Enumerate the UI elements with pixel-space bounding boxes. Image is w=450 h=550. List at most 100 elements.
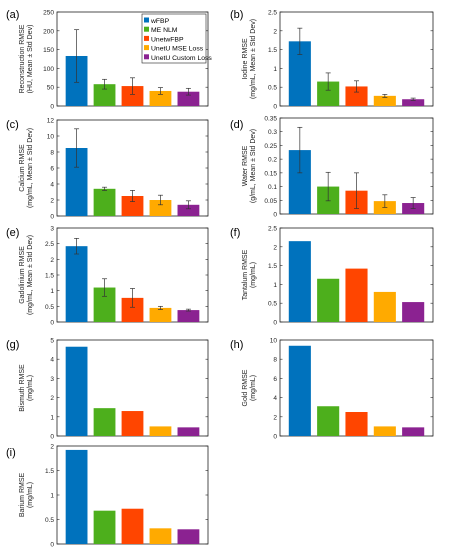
y-tick-label: 200: [43, 28, 54, 35]
bar-unetu-custom-loss: [177, 91, 200, 106]
y-tick-label: 1.5: [268, 263, 277, 270]
y-tick-label: 8: [273, 357, 277, 364]
y-tick-label: 2.5: [268, 10, 277, 17]
y-tick-label: 1: [50, 414, 54, 421]
y-tick-label: 6: [273, 376, 277, 383]
y-tick-label: 0: [50, 434, 54, 441]
y-axis-label: (g/mL, Mean ± Std Dev): [250, 129, 257, 203]
bar-wfbp: [288, 241, 311, 322]
bar-unetwfbp: [121, 297, 144, 322]
bar-unetwfbp: [121, 86, 144, 106]
y-tick-label: 150: [43, 47, 54, 54]
bar-unetu-mse-loss: [373, 95, 396, 106]
chart-panel-d: (d) 0 0.05 0.1 0.15 0.2 0.25 0.3 0.35 Water RMSE(…: [230, 116, 434, 219]
bar-unetu-custom-loss: [177, 427, 200, 436]
y-tick-label: 3: [50, 226, 54, 233]
chart-panel-h: (h) 0 2 4 6 8 10 Gold RMSE (mg/mL): [230, 338, 434, 441]
y-axis-label: (mg/mL, Mean ± Std Dev): [250, 19, 257, 99]
y-tick-label: 0.15: [264, 170, 277, 177]
y-tick-label: 1.5: [268, 47, 277, 54]
y-axis-label: Tantalum RMSE: [242, 249, 249, 300]
y-tick-label: 2.5: [268, 226, 277, 233]
legend: wFBP ME NLM UnetwFBP UnetU MSE Loss UnetU Cu…: [141, 13, 212, 64]
y-tick-label: 2.5: [45, 241, 54, 248]
y-tick-label: 5: [50, 338, 54, 345]
chart-panel-a: (a) 0 50 100 150 200 250 Reconstruction RMSE (HU…: [6, 9, 212, 111]
bar-wfbp: [65, 449, 88, 544]
y-tick-label: 0.25: [264, 143, 277, 150]
bar-unetu-custom-loss: [402, 427, 425, 436]
y-tick-label: 0: [273, 104, 277, 111]
y-tick-label: 50: [47, 85, 55, 92]
y-axis-label: (mg/mL): [27, 482, 34, 508]
y-axis-label: Barium RMSE: [19, 472, 26, 517]
y-tick-label: 0: [50, 214, 54, 221]
bar-unetwfbp: [345, 268, 368, 322]
bar-wfbp: [65, 148, 88, 216]
legend-swatch: [144, 35, 149, 41]
panel-label: (f): [230, 227, 240, 239]
y-tick-label: 1: [50, 493, 54, 500]
bar-unetu-mse-loss: [149, 90, 172, 106]
y-tick-label: 2: [273, 244, 277, 251]
y-axis-label: Bismuth RMSE: [19, 364, 26, 412]
y-tick-label: 4: [50, 357, 54, 364]
bar-unetu-custom-loss: [402, 302, 425, 322]
panel-label: (b): [230, 9, 243, 21]
chart-panel-b: (b) 0 0.5 1 1.5 2 2.5 Iodine RMSE (mg/mL, Mean ±…: [230, 9, 434, 111]
y-tick-label: 10: [47, 134, 55, 141]
bar-unetu-mse-loss: [373, 291, 396, 322]
legend-swatch: [144, 17, 149, 23]
y-tick-label: 4: [50, 182, 54, 189]
bar-unetu-mse-loss: [149, 426, 172, 436]
y-axis-label: (mg/mL, Mean ± Std Dev): [27, 235, 34, 315]
bar-wfbp: [288, 345, 311, 436]
y-tick-label: 250: [43, 10, 54, 17]
y-tick-label: 0: [273, 320, 277, 327]
legend-entry: UnetU Custom Loss: [151, 55, 212, 62]
panel-label: (h): [230, 339, 243, 351]
legend-entry: UnetwFBP: [151, 36, 184, 43]
y-tick-label: 0.35: [264, 116, 277, 123]
bar-wfbp: [288, 41, 311, 106]
y-axis-label: (mg/mL, Mean ± Std Dev): [27, 128, 34, 208]
bar-unetu-custom-loss: [402, 99, 425, 106]
legend-entry: UnetU MSE Loss: [151, 46, 204, 53]
chart-panel-f: (f) 0 0.5 1 1.5 2 2.5 Tantalum RMSE (mg/mL): [230, 226, 434, 327]
panel-label: (d): [230, 119, 243, 131]
y-tick-label: 6: [50, 166, 54, 173]
y-tick-label: 2: [273, 414, 277, 421]
y-tick-label: 3: [50, 376, 54, 383]
bar-unetu-mse-loss: [149, 307, 172, 322]
legend-swatch: [144, 45, 149, 51]
panel-label: (g): [6, 339, 19, 351]
y-tick-label: 0.1: [268, 184, 277, 191]
chart-panel-e: (e) 0 0.5 1 1.5 2 2.5 3 Gadolinium RMSE (mg/mL, M…: [6, 226, 209, 327]
bar-unetu-custom-loss: [177, 529, 200, 544]
y-tick-label: 0.5: [45, 517, 54, 524]
y-axis-label: Water RMSE: [242, 145, 249, 186]
y-axis-label: (mg/mL): [250, 262, 257, 288]
bar-unetwfbp: [121, 196, 144, 216]
y-tick-label: 0: [273, 434, 277, 441]
bar-me-nlm: [93, 287, 116, 322]
y-tick-label: 0: [273, 212, 277, 219]
panel-label: (e): [6, 227, 19, 239]
y-tick-label: 0.5: [268, 301, 277, 308]
y-axis-label: Gadolinium RMSE: [19, 246, 26, 304]
y-tick-label: 100: [43, 66, 54, 73]
y-axis-label: (mg/mL): [27, 375, 34, 401]
bar-me-nlm: [317, 81, 340, 106]
y-tick-label: 0.5: [268, 85, 277, 92]
y-tick-label: 1.5: [45, 273, 54, 280]
legend-entry: wFBP: [150, 18, 170, 25]
bar-me-nlm: [93, 408, 116, 436]
bar-me-nlm: [317, 406, 340, 436]
bar-unetwfbp: [121, 411, 144, 436]
y-axis-label: Iodine RMSE: [242, 38, 249, 80]
y-tick-label: 4: [273, 395, 277, 402]
y-tick-label: 0.2: [268, 157, 277, 164]
y-tick-label: 10: [270, 338, 278, 345]
chart-panel-c: (c) 0 2 4 6 8 10 12 Calcium RMSE (mg/mL, Mean ± S…: [6, 118, 209, 221]
bar-me-nlm: [317, 278, 340, 322]
